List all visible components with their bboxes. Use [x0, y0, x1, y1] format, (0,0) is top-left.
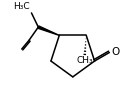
Text: H₃C: H₃C: [13, 3, 29, 12]
Text: O: O: [112, 47, 120, 57]
Polygon shape: [38, 26, 59, 35]
Text: CH₃: CH₃: [77, 56, 94, 65]
